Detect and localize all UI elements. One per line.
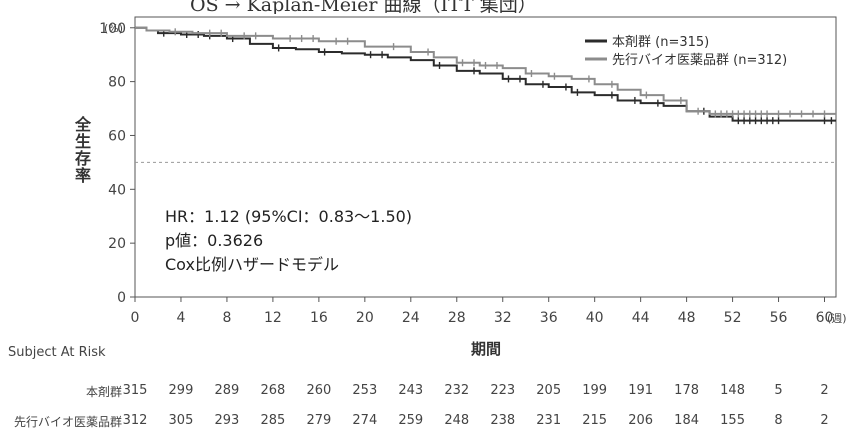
x-tick-label: 20 <box>356 310 374 326</box>
plot-frame <box>134 16 837 298</box>
x-tick-label: 48 <box>678 310 696 326</box>
x-tick-label: 44 <box>632 310 650 326</box>
curves <box>135 26 836 125</box>
risk-cell: 155 <box>720 413 745 428</box>
x-tick-label: 0 <box>131 310 140 326</box>
x-tick-label: 12 <box>264 310 282 326</box>
x-unit-label: (週) <box>827 312 847 325</box>
risk-cell: 231 <box>536 413 562 428</box>
y-unit-label: (%) <box>104 22 123 35</box>
risk-cell: 206 <box>628 413 654 428</box>
risk-cell: 305 <box>168 413 194 428</box>
risk-row-label: 本剤群 <box>85 385 122 399</box>
y-tick-label: 0 <box>117 290 126 306</box>
annotations: HR：1.12 (95%CI：0.83～1.50) p値：0.3626 Cox比例ハ… <box>165 207 412 274</box>
risk-cell: 248 <box>444 413 470 428</box>
y-tick-label: 100 <box>99 21 126 37</box>
risk-cell: 268 <box>260 383 286 398</box>
x-tick-label: 56 <box>770 310 788 326</box>
risk-cell: 315 <box>122 383 148 398</box>
risk-cell: 178 <box>674 383 700 398</box>
risk-cell: 191 <box>628 383 654 398</box>
legend-label-1: 本剤群 (n=315) <box>612 34 709 50</box>
y-axis-title: 全生存率 <box>74 115 92 185</box>
y-tick-label: 60 <box>108 128 126 144</box>
x-tick-label: 40 <box>586 310 604 326</box>
risk-cell: 279 <box>306 413 332 428</box>
y-tick-label: 20 <box>108 236 126 252</box>
y-tick-label: 80 <box>108 75 126 91</box>
risk-row: 先行バイオ医薬品群 312 305 293 285 279 274 259 248 238 231 2… <box>0 413 854 431</box>
x-tick-label: 32 <box>494 310 512 326</box>
x-tick-label: 24 <box>402 310 420 326</box>
x-tick-label: 28 <box>448 310 466 326</box>
risk-cell: 2 <box>820 383 829 398</box>
risk-cell: 184 <box>674 413 700 428</box>
risk-cell: 259 <box>398 413 424 428</box>
risk-table-header: Subject At Risk <box>8 345 106 360</box>
annotation-2: p値：0.3626 <box>165 231 263 250</box>
risk-cell: 223 <box>490 383 516 398</box>
risk-cell: 260 <box>306 383 332 398</box>
risk-row-label: 先行バイオ医薬品群 <box>13 415 122 429</box>
risk-cell: 215 <box>582 413 608 428</box>
risk-cell: 289 <box>214 383 240 398</box>
risk-cell: 312 <box>122 413 148 428</box>
x-tick-label: 16 <box>310 310 328 326</box>
risk-cell: 243 <box>398 383 424 398</box>
risk-cell: 232 <box>444 383 470 398</box>
risk-cell: 8 <box>774 413 783 428</box>
km-line-2 <box>135 26 836 115</box>
risk-cell: 299 <box>168 383 194 398</box>
y-tick-label: 40 <box>108 182 126 198</box>
risk-cell: 285 <box>260 413 286 428</box>
x-axis-title: 期間 <box>471 340 501 358</box>
x-tick-label: 4 <box>177 310 186 326</box>
risk-cell: 205 <box>536 383 562 398</box>
risk-cell: 238 <box>490 413 516 428</box>
x-tick-label: 60 <box>816 310 834 326</box>
risk-cell: 148 <box>720 383 745 398</box>
risk-cell: 2 <box>820 413 829 428</box>
chart-title-strip: OS → Kaplan-Meier 曲線（ITT 集団） <box>0 0 854 14</box>
x-tick-label: 36 <box>540 310 558 326</box>
km-line-1 <box>135 26 836 122</box>
risk-row: 本剤群 315 299 289 268 260 253 243 232 223 205 199 191 1… <box>0 383 854 401</box>
risk-cell: 293 <box>214 413 240 428</box>
risk-cell: 253 <box>352 383 378 398</box>
risk-cell: 5 <box>774 383 783 398</box>
x-tick-label: 8 <box>222 310 231 326</box>
legend: 本剤群 (n=315) 先行バイオ医薬品群 (n=312) <box>585 34 787 68</box>
risk-cell: 274 <box>352 413 378 428</box>
x-tick-label: 52 <box>724 310 742 326</box>
risk-cell: 199 <box>582 383 608 398</box>
legend-label-2: 先行バイオ医薬品群 (n=312) <box>612 53 787 68</box>
annotation-1: HR：1.12 (95%CI：0.83～1.50) <box>165 207 412 226</box>
chart-title: OS → Kaplan-Meier 曲線（ITT 集団） <box>190 0 537 14</box>
annotation-3: Cox比例ハザードモデル <box>165 255 339 274</box>
